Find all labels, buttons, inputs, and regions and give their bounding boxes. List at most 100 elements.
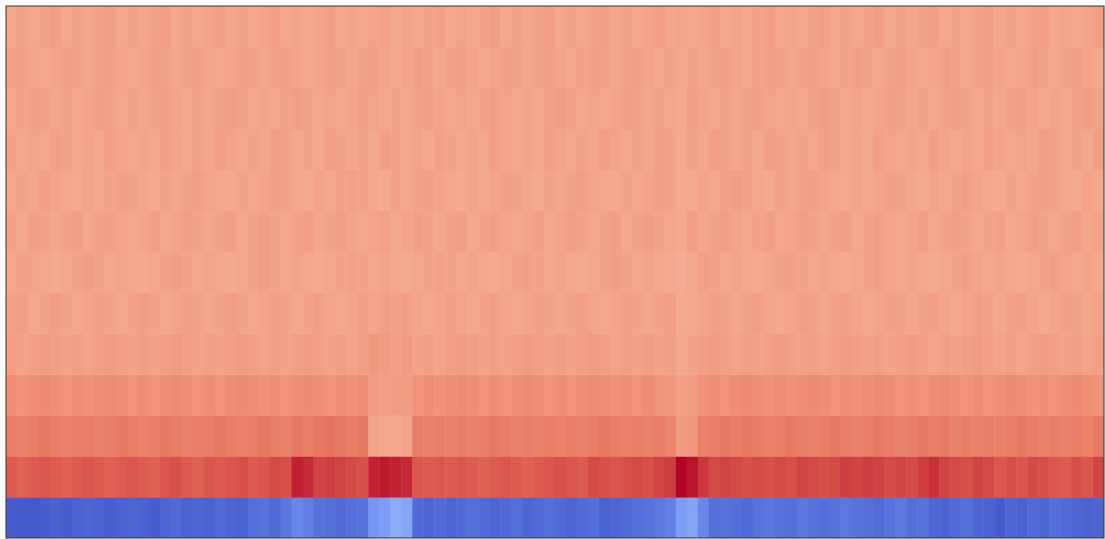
heatmap-cell — [368, 88, 379, 129]
heatmap-cell — [555, 292, 566, 333]
heatmap-cell — [939, 47, 950, 88]
heatmap-cell — [851, 211, 862, 252]
heatmap-cell — [928, 415, 939, 456]
heatmap-cell — [478, 88, 489, 129]
heatmap-cell — [291, 252, 302, 293]
heatmap-cell — [928, 211, 939, 252]
heatmap-cell — [698, 88, 709, 129]
heatmap-cell — [819, 333, 830, 374]
heatmap-cell — [775, 129, 786, 170]
heatmap-cell — [983, 415, 994, 456]
heatmap-cell — [17, 374, 28, 415]
heatmap-cell — [906, 456, 917, 497]
heatmap-cell — [412, 292, 423, 333]
heatmap-cell — [1082, 415, 1093, 456]
heatmap-cell — [522, 170, 533, 211]
heatmap-cell — [1060, 292, 1071, 333]
heatmap-cell — [961, 374, 972, 415]
heatmap-cell — [412, 88, 423, 129]
heatmap-cell — [1016, 497, 1027, 538]
heatmap-cell — [50, 211, 61, 252]
heatmap-cell — [390, 333, 401, 374]
heatmap-cell — [972, 252, 983, 293]
heatmap-cell — [500, 292, 511, 333]
heatmap-cell — [302, 374, 313, 415]
heatmap-cell — [423, 333, 434, 374]
heatmap-cell — [193, 6, 204, 47]
heatmap-cell — [961, 170, 972, 211]
heatmap-cell — [259, 415, 270, 456]
heatmap-cell — [6, 497, 17, 538]
heatmap-cell — [83, 374, 94, 415]
heatmap-cell — [533, 88, 544, 129]
heatmap-cell — [204, 374, 215, 415]
heatmap-cell — [621, 292, 632, 333]
heatmap-cell — [72, 456, 83, 497]
heatmap-cell — [182, 497, 193, 538]
heatmap-cell — [873, 333, 884, 374]
heatmap-cell — [862, 6, 873, 47]
heatmap-cell — [105, 88, 116, 129]
heatmap-cell — [906, 497, 917, 538]
heatmap-cell — [160, 456, 171, 497]
heatmap-cell — [621, 497, 632, 538]
heatmap-cell — [1027, 211, 1038, 252]
heatmap-cell — [1093, 88, 1104, 129]
heatmap-cell — [281, 47, 292, 88]
heatmap-cell — [895, 456, 906, 497]
heatmap-cell — [215, 47, 226, 88]
heatmap-cell — [346, 333, 357, 374]
heatmap-cell — [149, 88, 160, 129]
heatmap-cell — [138, 333, 149, 374]
heatmap-cell — [1060, 415, 1071, 456]
heatmap-cell — [116, 47, 127, 88]
heatmap-cell — [28, 6, 39, 47]
heatmap-cell — [1049, 415, 1060, 456]
heatmap-cell — [226, 497, 237, 538]
heatmap-cell — [720, 292, 731, 333]
heatmap-cell — [830, 333, 841, 374]
heatmap-cell — [182, 333, 193, 374]
heatmap-cell — [720, 374, 731, 415]
heatmap-cell — [983, 292, 994, 333]
heatmap-cell — [665, 292, 676, 333]
heatmap-cell — [972, 88, 983, 129]
heatmap-cell — [588, 129, 599, 170]
heatmap-cell — [346, 170, 357, 211]
heatmap-cell — [808, 170, 819, 211]
heatmap-cell — [346, 88, 357, 129]
heatmap-cell — [182, 415, 193, 456]
heatmap-cell — [1093, 497, 1104, 538]
heatmap-cell — [632, 88, 643, 129]
heatmap-cell — [138, 497, 149, 538]
heatmap-cell — [193, 374, 204, 415]
heatmap-cell — [149, 333, 160, 374]
heatmap-cell — [160, 47, 171, 88]
heatmap-cell — [1038, 6, 1049, 47]
heatmap-cell — [248, 252, 259, 293]
heatmap-cell — [610, 333, 621, 374]
heatmap-cell — [643, 129, 654, 170]
heatmap-cell — [1071, 6, 1082, 47]
heatmap-cell — [1060, 129, 1071, 170]
heatmap-cell — [1005, 170, 1016, 211]
heatmap-cell — [171, 47, 182, 88]
heatmap-cell — [786, 333, 797, 374]
heatmap-cell — [753, 88, 764, 129]
heatmap-cell — [160, 88, 171, 129]
heatmap-cell — [566, 47, 577, 88]
heatmap-cell — [39, 456, 50, 497]
heatmap-cell — [28, 170, 39, 211]
heatmap-cell — [840, 6, 851, 47]
heatmap-cell — [643, 374, 654, 415]
heatmap-cell — [105, 374, 116, 415]
heatmap-cell — [610, 129, 621, 170]
heatmap-cell — [599, 211, 610, 252]
heatmap-cell — [72, 211, 83, 252]
heatmap-cell — [368, 47, 379, 88]
heatmap-cell — [1060, 497, 1071, 538]
heatmap-cell — [259, 333, 270, 374]
heatmap-cell — [533, 497, 544, 538]
heatmap-cell — [17, 497, 28, 538]
heatmap-cell — [961, 415, 972, 456]
